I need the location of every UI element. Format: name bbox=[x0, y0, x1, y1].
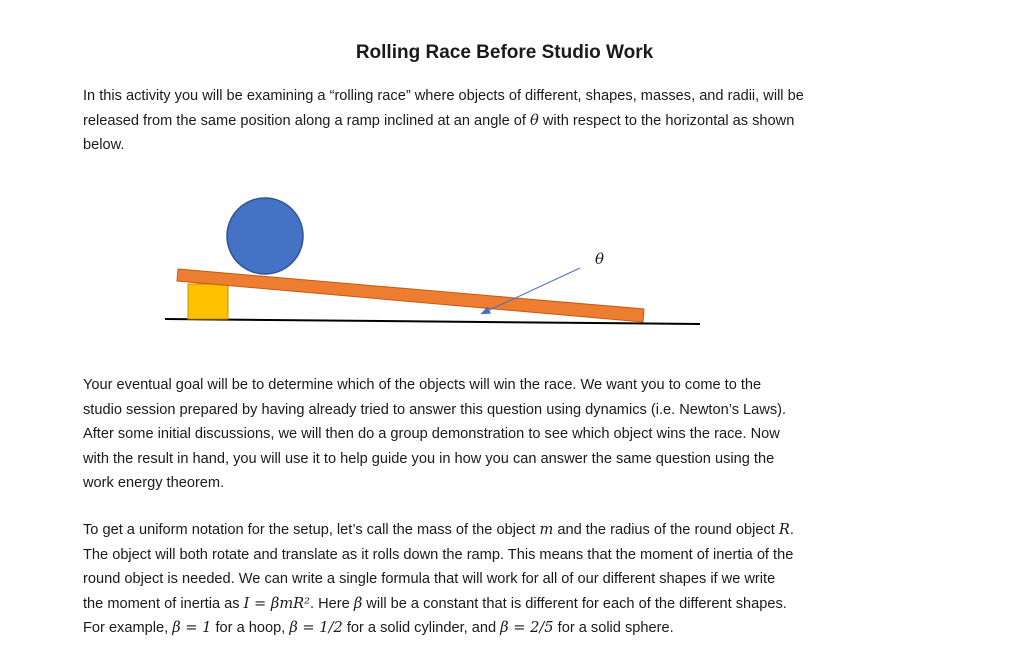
radius-symbol: R bbox=[778, 521, 790, 538]
goal-line-3: After some initial discussions, we will … bbox=[83, 426, 780, 442]
inclined-ramp bbox=[176, 268, 645, 323]
sphere-text: for a solid sphere. bbox=[553, 620, 674, 636]
beta-cylinder-equation: β = 1/2 bbox=[289, 619, 343, 636]
mass-symbol: m bbox=[539, 521, 554, 538]
rolling-ball bbox=[226, 197, 304, 275]
inertia-equation: I = βmR² bbox=[243, 594, 311, 612]
goal-line-4: with the result in hand, you will use it… bbox=[83, 450, 775, 467]
intro-line-3: below. bbox=[83, 137, 125, 153]
goal-line-5: work energy theorem. bbox=[83, 475, 225, 491]
notation-line-1: To get a uniform notation for the setup,… bbox=[83, 518, 933, 543]
hoop-text: for a hoop, bbox=[211, 620, 290, 636]
notation-line-5: For example, β = 1 for a hoop, β = 1/2 f… bbox=[83, 616, 933, 641]
notation-line-4: the moment of inertia as I = βmR². Here … bbox=[83, 592, 933, 617]
notation-line-3: round object is needed. We can write a s… bbox=[83, 571, 776, 587]
angle-theta-label: θ bbox=[595, 250, 604, 268]
notation-line-5-text: For example, bbox=[83, 620, 173, 636]
goal-paragraph: Your eventual goal will be to determine … bbox=[83, 373, 933, 496]
beta-hoop-equation: β = 1 bbox=[172, 619, 212, 636]
intro-paragraph: In this activity you will be examining a… bbox=[83, 84, 933, 158]
notation-paragraph: To get a uniform notation for the setup,… bbox=[83, 518, 933, 641]
page-title: Rolling Race Before Studio Work bbox=[355, 42, 654, 63]
angle-pointer-arrow bbox=[480, 267, 581, 315]
ramp-support-block bbox=[187, 283, 229, 320]
notation-line-1-mid: and the radius of the round object bbox=[553, 522, 779, 538]
intro-line-2-rest: with respect to the horizontal as shown bbox=[538, 112, 795, 129]
beta-symbol: β bbox=[353, 594, 363, 612]
notation-line-4-end: will be a constant that is different for… bbox=[362, 595, 787, 612]
ground-line bbox=[164, 318, 701, 325]
theta-symbol: θ bbox=[530, 111, 539, 129]
beta-sphere-equation: β = 2/5 bbox=[500, 619, 554, 636]
notation-line-4-text: the moment of inertia as bbox=[83, 595, 244, 612]
intro-line-2-text: released from the same position along a … bbox=[83, 112, 530, 129]
notation-line-1-end: . bbox=[789, 522, 794, 538]
goal-line-1: Your eventual goal will be to determine … bbox=[83, 377, 762, 393]
notation-line-2: The object will both rotate and translat… bbox=[83, 546, 794, 563]
notation-line-1-text: To get a uniform notation for the setup,… bbox=[83, 522, 540, 538]
notation-line-4-mid: . Here bbox=[310, 595, 354, 612]
intro-line-2: released from the same position along a … bbox=[83, 109, 933, 134]
goal-line-2: studio session prepared by having alread… bbox=[83, 401, 787, 418]
intro-line-1: In this activity you will be examining a… bbox=[83, 88, 804, 104]
cylinder-text: for a solid cylinder, and bbox=[342, 620, 501, 636]
